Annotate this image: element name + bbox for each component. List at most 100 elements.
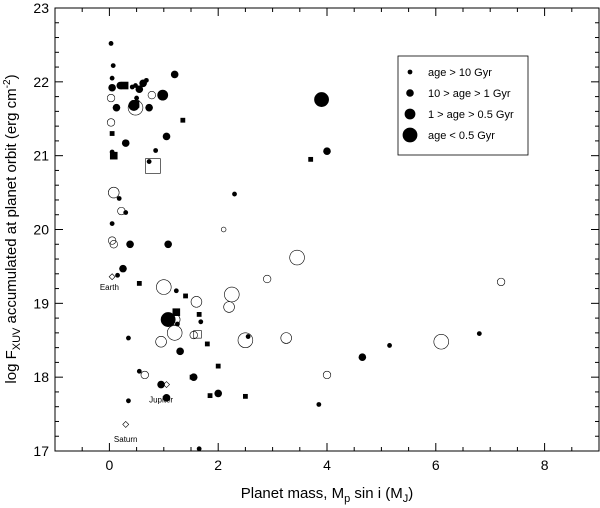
data-point [232,191,237,197]
legend-marker [404,108,416,120]
data-points [106,41,506,452]
data-point [322,370,332,380]
data-point [160,312,176,327]
x-tick-labels: 0 2 4 6 8 [106,457,549,473]
data-point [193,330,202,339]
data-point [180,117,186,123]
legend-marker [406,89,414,97]
data-point [183,293,188,299]
y-tick-label: 19 [33,295,49,311]
annotation-label: Jupiter [149,395,173,404]
data-point [207,393,213,399]
y-axis-label-main: log F [3,350,20,383]
axis-ticks [54,7,600,452]
data-point [110,63,116,68]
data-point [146,159,152,164]
data-point [109,149,115,155]
data-point [168,313,181,326]
data-point [135,85,144,94]
data-point [126,240,134,249]
data-point [189,374,195,380]
y-tick-label: 17 [33,443,49,459]
data-point [164,240,172,249]
data-point [108,236,117,245]
data-point [108,273,116,281]
data-point [109,131,115,136]
data-point [140,370,149,380]
data-point [196,446,202,452]
data-point [237,332,254,348]
data-point [145,158,161,174]
data-point [323,147,331,156]
data-point [172,308,181,316]
data-point [108,186,120,199]
legend-label: age > 10 Gyr [428,67,492,79]
data-point [157,89,169,101]
y-axis-label: log FXUV accumulated at planet orbit (er… [2,74,23,383]
data-point [115,272,120,278]
data-point [214,389,222,398]
data-point [120,81,129,90]
data-point [106,93,116,103]
annotation-label: Saturn [114,435,138,444]
legend-box [397,55,529,156]
data-point [358,353,367,362]
data-point [119,264,127,273]
data-point [220,226,227,233]
data-point [109,221,115,226]
y-tick-labels: 17 18 19 20 21 22 23 [33,0,49,459]
x-axis-label-main: Planet mass, M [241,485,344,502]
data-point [147,91,156,100]
x-tick-label: 0 [106,457,114,473]
data-point [190,296,203,308]
y-tick-label: 22 [33,74,49,90]
data-point [122,420,130,428]
data-point [153,148,159,153]
legend-label: 10 > age > 1 Gyr [428,88,511,100]
data-point [308,156,314,162]
data-point [116,196,122,201]
x-axis-label-end: ) [408,485,413,502]
data-point [433,334,449,350]
legend: age > 10 Gyr 10 > age > 1 Gyr 1 > age > 0.… [397,55,529,156]
data-point [126,335,131,341]
data-point [166,325,183,341]
data-point [109,151,118,160]
data-point [108,83,116,92]
data-point [123,210,129,215]
legend-marker [407,69,413,75]
y-axis-label-sub: XUV [11,327,23,350]
x-tick-label: 4 [323,457,331,473]
data-point [136,280,142,286]
data-point [476,331,482,337]
annotations: Earth Jupiter Saturn [100,283,174,444]
data-point [156,279,172,295]
x-axis-label-sub: p [344,493,350,505]
data-point [121,139,130,147]
y-axis-label-end: ) [3,74,20,79]
data-point [163,381,170,388]
data-point [136,368,142,374]
y-axis-label-rest: accumulated at planet orbit (erg cm [3,88,20,327]
data-point [109,75,115,81]
data-point [243,393,248,399]
data-point [126,398,131,404]
data-point [106,118,116,127]
data-point [224,286,240,303]
data-point [170,70,179,79]
x-tick-label: 6 [432,457,440,473]
x-axis-label-rest: sin i (M [350,485,403,502]
x-axis-label: Planet mass, Mp sin i (MJ) [241,485,414,505]
y-tick-label: 20 [33,222,49,238]
data-point [496,277,506,287]
y-tick-label: 18 [33,369,49,385]
data-point [109,240,118,249]
x-tick-label: 8 [541,457,549,473]
data-point [204,341,210,347]
data-point [176,347,184,356]
legend-label: 1 > age > 0.5 Gyr [428,109,514,121]
legend-marker [402,127,418,143]
y-tick-label: 23 [33,0,49,16]
data-point [316,402,322,407]
x-tick-label: 2 [214,457,222,473]
